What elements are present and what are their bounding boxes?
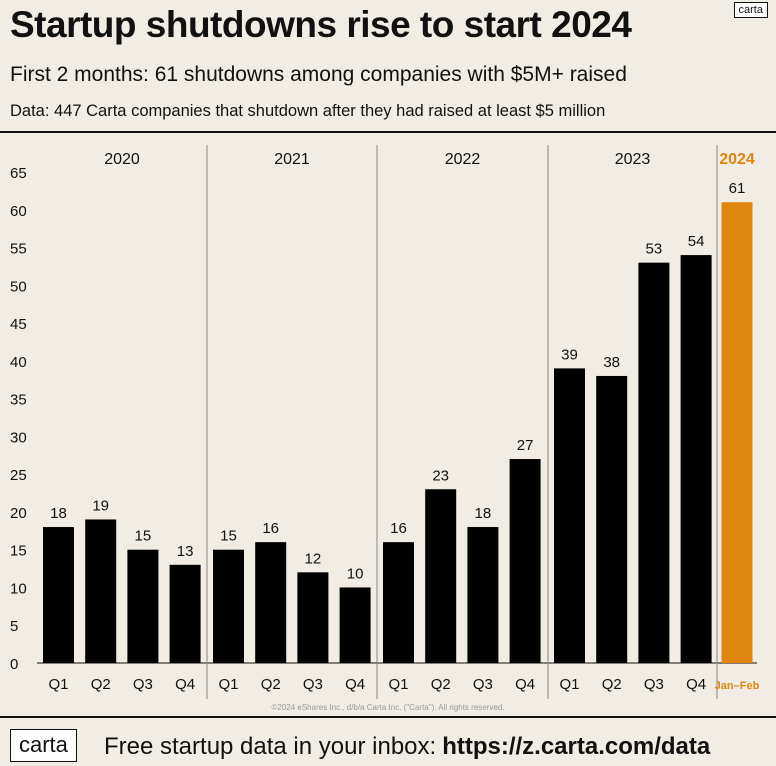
bar: [255, 542, 287, 663]
y-tick-label: 35: [10, 392, 27, 409]
bar-value-label: 16: [262, 520, 279, 537]
bar: [383, 542, 414, 663]
footer-carta-logo: carta: [10, 729, 77, 762]
data-source-note: Data: 447 Carta companies that shutdown …: [10, 102, 606, 120]
bar: [509, 459, 541, 663]
bar-value-label: 27: [517, 437, 534, 454]
y-tick-label: 45: [10, 316, 27, 333]
y-tick-label: 20: [10, 505, 27, 522]
x-tick-label: Q1: [218, 676, 238, 693]
x-tick-label: Q3: [644, 676, 664, 693]
bar-value-label: 61: [729, 180, 746, 197]
y-tick-label: 65: [10, 165, 27, 182]
x-tick-label: Jan–Feb: [715, 680, 760, 692]
header-divider: [0, 131, 776, 133]
x-tick-label: Q1: [388, 676, 408, 693]
bar: [554, 368, 585, 663]
bar-value-label: 54: [688, 233, 705, 250]
y-tick-label: 15: [10, 543, 27, 560]
bar-value-label: 53: [646, 241, 663, 258]
footer-cta: Free startup data in your inbox: https://…: [104, 733, 710, 761]
year-label: 2022: [445, 151, 481, 168]
bar-value-label: 39: [561, 346, 578, 363]
year-label: 2021: [274, 151, 310, 168]
chart-title: Startup shutdowns rise to start 2024: [10, 4, 632, 45]
bar: [43, 527, 74, 663]
bar: [467, 527, 499, 663]
y-tick-label: 25: [10, 467, 27, 484]
chart-subtitle: First 2 months: 61 shutdowns among compa…: [10, 63, 627, 86]
x-tick-label: Q3: [133, 676, 153, 693]
bar: [127, 549, 159, 663]
bar-value-label: 12: [305, 550, 322, 567]
y-tick-label: 5: [10, 618, 18, 635]
bar-value-label: 15: [220, 528, 237, 545]
y-tick-label: 30: [10, 429, 27, 446]
bar: [680, 255, 712, 663]
bar-value-label: 18: [50, 505, 67, 522]
year-label: 2024: [719, 151, 755, 168]
bar: [596, 375, 628, 663]
x-tick-label: Q3: [473, 676, 493, 693]
y-tick-label: 55: [10, 241, 27, 258]
y-tick-label: 50: [10, 278, 27, 295]
x-tick-label: Q2: [91, 676, 111, 693]
x-tick-label: Q2: [261, 676, 281, 693]
footer-divider: [0, 716, 776, 718]
x-tick-label: Q3: [303, 676, 323, 693]
footer-url-link[interactable]: https://z.carta.com/data: [442, 733, 711, 760]
x-tick-label: Q2: [431, 676, 451, 693]
footer-cta-text: Free startup data in your inbox:: [104, 733, 437, 760]
bar-value-label: 15: [135, 528, 152, 545]
x-tick-label: Q4: [175, 676, 195, 693]
x-tick-label: Q4: [686, 676, 706, 693]
x-tick-label: Q1: [559, 676, 579, 693]
bar-value-label: 13: [177, 543, 194, 560]
copyright-note: ©2024 eShares Inc., d/b/a Carta Inc. ("C…: [271, 703, 505, 712]
bar-value-label: 16: [390, 520, 407, 537]
bar-value-label: 10: [347, 565, 364, 582]
bar-value-label: 19: [92, 497, 109, 514]
bar: [339, 587, 371, 663]
x-tick-label: Q2: [602, 676, 622, 693]
bar-value-label: 18: [475, 505, 492, 522]
x-tick-label: Q1: [48, 676, 68, 693]
bar: [85, 519, 117, 663]
bar-chart: 0 5 10 15 20 25 30 35 40 45 50 55 60 65 2020 18 Q1 19 Q2 15…: [10, 145, 760, 699]
bar: [297, 572, 329, 663]
bar: [169, 564, 201, 663]
year-label: 2020: [104, 151, 140, 168]
carta-logo: carta: [733, 2, 768, 18]
y-tick-label: 10: [10, 580, 27, 597]
x-tick-label: Q4: [345, 676, 365, 693]
bar: [638, 262, 670, 663]
bar: [425, 489, 457, 663]
bar: [213, 549, 244, 663]
year-label: 2023: [615, 151, 651, 168]
bar-value-label: 38: [603, 354, 620, 371]
y-tick-label: 40: [10, 354, 27, 371]
y-tick-label: 0: [10, 656, 18, 673]
bar-value-label: 23: [432, 467, 449, 484]
x-tick-label: Q4: [515, 676, 535, 693]
bar: [721, 202, 753, 663]
y-tick-label: 60: [10, 203, 27, 220]
